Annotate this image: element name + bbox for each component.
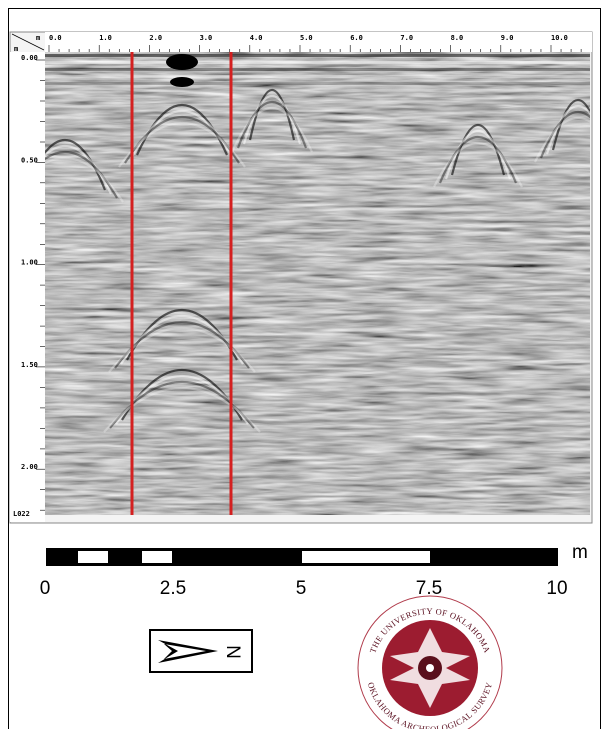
logo-dot bbox=[426, 664, 434, 672]
depth-label: 2.00 bbox=[21, 463, 38, 471]
strong-reflector bbox=[166, 54, 198, 70]
hyperbola bbox=[551, 99, 590, 151]
radargram-texture bbox=[45, 52, 590, 515]
surface-band bbox=[45, 75, 590, 78]
distance-unit: m bbox=[36, 34, 40, 42]
hyperbola bbox=[450, 124, 506, 176]
reflections bbox=[45, 54, 590, 433]
hyperbola bbox=[130, 109, 234, 160]
hyperbola bbox=[539, 111, 590, 159]
depth-label: 1.00 bbox=[21, 259, 38, 267]
line-label: L022 bbox=[13, 510, 30, 518]
north-label: N bbox=[222, 645, 243, 659]
distance-label: 8.0 bbox=[451, 34, 464, 42]
scale-label: 0 bbox=[40, 578, 51, 599]
distance-label: 0.0 bbox=[49, 34, 62, 42]
scale-segment bbox=[78, 551, 108, 563]
distance-label: 6.0 bbox=[350, 34, 363, 42]
distance-ruler: 0.0 1.0 2.0 3.0 4.0 5.0 6.0 7.0 8.0 9.0 10.0 bbox=[45, 32, 592, 52]
scale-segment bbox=[142, 551, 172, 563]
distance-label: 10.0 bbox=[551, 34, 568, 42]
distance-label: 9.0 bbox=[501, 34, 514, 42]
ruler-bg bbox=[45, 32, 592, 52]
hyperbola bbox=[124, 115, 240, 164]
hyperbola bbox=[433, 142, 523, 188]
radargram bbox=[45, 52, 590, 515]
scale-labels: 0 2.5 5 7.5 10 bbox=[40, 578, 568, 599]
scale-unit: m bbox=[572, 542, 588, 563]
hyperbola bbox=[103, 387, 261, 433]
depth-ruler: 0.00 0.50 1.00 1.50 2.00 bbox=[10, 52, 45, 522]
depth-label: 1.50 bbox=[21, 361, 38, 369]
distance-label: 7.0 bbox=[400, 34, 413, 42]
scale-label: 10 bbox=[546, 578, 567, 599]
hyperbola bbox=[242, 95, 302, 145]
north-arrow-box bbox=[149, 629, 253, 673]
hyperbola bbox=[248, 89, 296, 141]
distance-label: 2.0 bbox=[149, 34, 162, 42]
hyperbola bbox=[45, 156, 124, 203]
hyperbola bbox=[45, 138, 107, 191]
surface-band bbox=[45, 54, 590, 57]
north-arrow bbox=[158, 640, 218, 663]
hyperbola bbox=[534, 117, 590, 163]
hyperbola bbox=[444, 130, 512, 180]
surface-band bbox=[45, 68, 590, 71]
ruler-bg bbox=[10, 52, 45, 522]
hyperbola bbox=[120, 314, 244, 365]
hyperbola bbox=[236, 101, 308, 149]
distance-label: 4.0 bbox=[250, 34, 263, 42]
hyperbola bbox=[438, 136, 518, 184]
corner-line bbox=[11, 33, 45, 51]
depth-label: 0.50 bbox=[21, 156, 38, 164]
scale-label: 5 bbox=[296, 578, 307, 599]
distance-label: 3.0 bbox=[200, 34, 213, 42]
hyperbola bbox=[545, 105, 590, 155]
depth-unit: m bbox=[14, 45, 18, 53]
scale-segment bbox=[302, 551, 430, 563]
scale-label: 7.5 bbox=[416, 578, 442, 599]
depth-label: 0.00 bbox=[21, 54, 38, 62]
hyperbola bbox=[109, 381, 255, 429]
hyperbola bbox=[108, 327, 256, 373]
distance-label: 5.0 bbox=[300, 34, 313, 42]
hyperbola bbox=[230, 107, 314, 153]
distance-label: 1.0 bbox=[99, 34, 112, 42]
surface-band bbox=[45, 82, 590, 85]
surface-band bbox=[45, 89, 590, 92]
logo: THE UNIVERSITY OF OKLAHOMA OKLAHOMA ARCH… bbox=[357, 595, 503, 729]
scale-label: 2.5 bbox=[160, 578, 186, 599]
hyperbola bbox=[45, 150, 118, 199]
hyperbola bbox=[45, 144, 112, 195]
strong-reflector bbox=[170, 77, 194, 87]
surface-band bbox=[45, 61, 590, 64]
